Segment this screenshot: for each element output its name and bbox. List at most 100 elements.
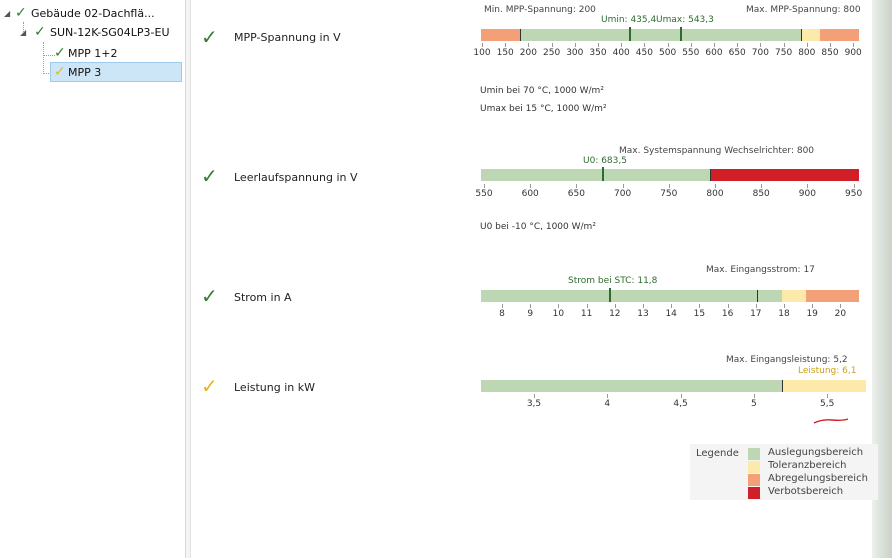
tick-mark: [482, 43, 483, 47]
power-label: Leistung in kW: [234, 381, 315, 394]
mpp-range-bar: [481, 29, 859, 41]
stc-current-marker: [609, 288, 611, 302]
tick-mark: [827, 394, 829, 398]
tick-label: 14: [665, 309, 677, 319]
tick-mark: [830, 43, 831, 47]
tick-mark: [753, 394, 755, 398]
max-limit-line: [801, 29, 802, 41]
power-range-bar: [481, 380, 866, 392]
umax-marker-label: Umax: 543,3: [656, 15, 714, 25]
tick-mark: [558, 304, 560, 308]
umin-marker-label: Umin: 435,4: [601, 15, 657, 25]
verbot-segment: [710, 169, 859, 181]
tick-mark: [812, 304, 814, 308]
tick-label: 700: [751, 48, 769, 58]
umax-marker: [680, 27, 682, 41]
tick-mark: [714, 43, 715, 47]
check-icon: ✓: [54, 45, 66, 61]
tick-mark: [502, 304, 503, 308]
tick-label: 850: [821, 48, 839, 58]
tick-mark: [586, 304, 588, 308]
project-tree[interactable]: ◢ ✓ Gebäude 02-Dachflä... ◢ ✓ SUN-12K-SG…: [0, 0, 186, 558]
tick-label: 5: [751, 399, 757, 409]
tick-mark: [840, 304, 842, 308]
abregelung-segment: [806, 290, 859, 302]
tick-label: 850: [752, 189, 770, 199]
splitter[interactable]: [186, 0, 191, 558]
tick-mark: [505, 43, 507, 47]
tick-label: 800: [706, 189, 724, 199]
tick-label: 200: [519, 48, 537, 58]
tick-mark: [680, 394, 682, 398]
tick-mark: [530, 184, 532, 188]
tick-mark: [644, 43, 646, 47]
tick-label: 8: [499, 309, 505, 319]
tree-item-gebaeude[interactable]: ◢ ✓ Gebäude 02-Dachflä...: [0, 5, 180, 23]
tick-mark: [668, 184, 670, 188]
tick-label: 250: [543, 48, 561, 58]
tick-mark: [667, 43, 669, 47]
tick-label: 600: [705, 48, 723, 58]
tree-item-inverter[interactable]: ◢ ✓ SUN-12K-SG04LP3-EU: [0, 24, 180, 42]
max-mpp-voltage-label: Max. MPP-Spannung: 800: [746, 5, 861, 15]
tick-mark: [534, 394, 535, 398]
tick-label: 12: [609, 309, 621, 319]
max-limit-line: [710, 169, 711, 181]
tick-label: 13: [637, 309, 649, 319]
tick-label: 550: [475, 189, 493, 199]
legend-label: Verbotsbereich: [768, 486, 844, 497]
tick-label: 650: [728, 48, 746, 58]
tick-label: 10: [552, 309, 565, 319]
tick-label: 400: [612, 48, 630, 58]
warning-check-icon: ✓: [201, 374, 218, 398]
tree-connector: [43, 42, 44, 74]
max-input-current-label: Max. Eingangsstrom: 17: [706, 265, 815, 275]
tick-mark: [737, 43, 739, 47]
tree-item-mpp12[interactable]: ✓ MPP 1+2: [52, 45, 180, 63]
toleranz-segment: [801, 29, 820, 41]
check-icon: ✓: [34, 24, 46, 40]
tick-mark: [761, 184, 763, 188]
tick-mark: [783, 43, 785, 47]
tick-mark: [643, 304, 644, 308]
tick-label: 11: [580, 309, 593, 319]
tick-mark: [699, 304, 701, 308]
tick-label: 150: [496, 48, 514, 58]
tick-label: 300: [566, 48, 584, 58]
tick-mark: [528, 43, 530, 47]
collapse-icon[interactable]: ◢: [20, 28, 27, 37]
tick-label: 20: [834, 309, 847, 319]
legend-swatch-auslegung: [748, 448, 760, 460]
tick-label: 19: [806, 309, 818, 319]
tree-item-label: SUN-12K-SG04LP3-EU: [50, 26, 170, 39]
toleranz-segment: [782, 380, 866, 392]
check-icon: ✓: [201, 25, 218, 49]
legend: Legende Auslegungsbereich Toleranzbereic…: [690, 444, 878, 500]
tick-label: 15: [693, 309, 706, 319]
abregelung-segment: [820, 29, 859, 41]
tree-connector: [43, 73, 55, 74]
tick-label: 800: [798, 48, 816, 58]
legend-swatch-toleranz: [748, 461, 760, 473]
tick-label: 4,5: [673, 399, 688, 409]
legend-label: Toleranzbereich: [768, 460, 847, 471]
tick-label: 600: [521, 189, 539, 199]
tick-mark: [607, 394, 609, 398]
tick-mark: [530, 304, 532, 308]
tick-mark: [755, 304, 757, 308]
tick-label: 18: [778, 309, 790, 319]
current-range-bar: [481, 290, 859, 302]
toleranz-segment: [782, 290, 806, 302]
tick-mark: [727, 304, 729, 308]
min-mpp-voltage-label: Min. MPP-Spannung: 200: [484, 5, 596, 15]
tick-mark: [622, 184, 624, 188]
tree-item-mpp3[interactable]: ✓ MPP 3: [50, 62, 182, 82]
collapse-icon[interactable]: ◢: [4, 9, 11, 18]
tick-label: 500: [659, 48, 677, 58]
stc-current-marker-label: Strom bei STC: 11,8: [568, 276, 658, 286]
tick-mark: [806, 43, 808, 47]
tick-label: 100: [473, 48, 491, 58]
umax-note: Umax bei 15 °C, 1000 W/m²: [480, 104, 607, 114]
tick-mark: [614, 304, 616, 308]
tree-item-label: MPP 1+2: [68, 47, 118, 60]
